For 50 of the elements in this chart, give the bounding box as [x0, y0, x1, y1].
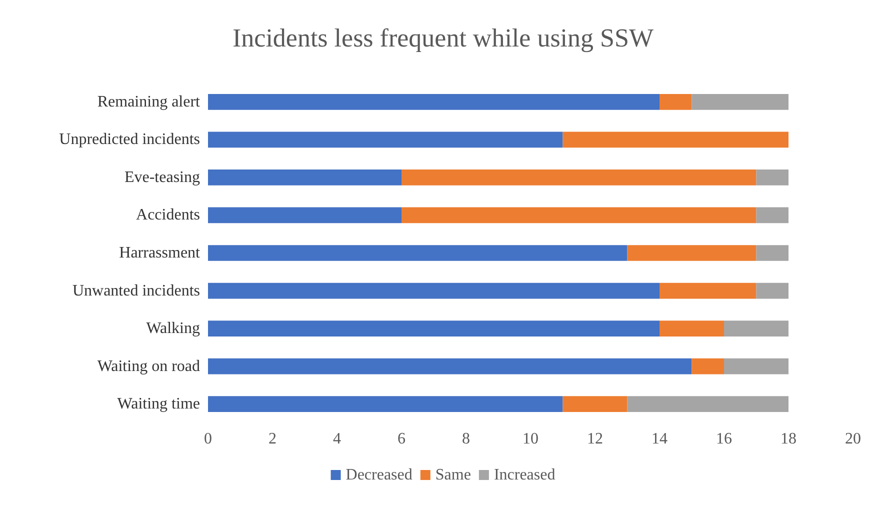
bar — [208, 245, 628, 261]
bar — [208, 170, 402, 186]
x-tick-label: 10 — [522, 430, 538, 448]
bar — [627, 245, 756, 261]
x-tick-label: 16 — [716, 430, 732, 448]
bar — [756, 282, 788, 299]
bar — [208, 282, 660, 299]
bar — [660, 320, 724, 336]
bar — [208, 94, 660, 110]
y-tick-label: Unwanted incidents — [72, 282, 200, 300]
x-tick-label: 20 — [845, 430, 861, 448]
y-tick-label: Accidents — [136, 206, 200, 224]
bar — [660, 94, 692, 110]
bar — [208, 207, 402, 224]
x-tick-label: 6 — [398, 430, 406, 448]
bar — [402, 207, 756, 224]
bar — [208, 320, 660, 336]
bar — [756, 245, 788, 261]
bar — [627, 396, 788, 412]
y-tick-label: Waiting time — [117, 396, 200, 413]
x-tick-label: 18 — [780, 430, 796, 448]
bar — [724, 320, 788, 336]
x-tick-label: 0 — [204, 430, 212, 448]
bar — [402, 170, 756, 186]
y-tick-label: Harrassment — [119, 244, 201, 262]
bar — [562, 132, 788, 148]
x-tick-label: 8 — [462, 430, 470, 448]
x-tick-label: 12 — [587, 430, 603, 448]
bar — [208, 396, 563, 412]
bar — [660, 282, 756, 299]
bar — [692, 358, 724, 374]
legend-label: Same — [435, 466, 471, 484]
bar — [208, 132, 563, 148]
y-tick-label: Walking — [146, 320, 200, 338]
bar — [692, 94, 788, 110]
bar — [756, 207, 788, 224]
x-tick-label: 4 — [333, 430, 341, 448]
bar — [208, 358, 692, 374]
y-tick-label: Remaining alert — [97, 93, 201, 110]
y-tick-label: Eve-teasing — [124, 168, 200, 186]
bar — [562, 396, 628, 412]
bar — [756, 170, 788, 186]
y-tick-label: Unpredicted incidents — [59, 131, 200, 148]
x-tick-label: 2 — [268, 430, 276, 448]
bar — [724, 358, 788, 374]
chart-title: Incidents less frequent while using SSW — [232, 24, 654, 52]
x-tick-label: 14 — [652, 430, 668, 448]
legend-label: Increased — [494, 466, 556, 484]
y-tick-label: Waiting on road — [97, 358, 200, 375]
legend-label: Decreased — [346, 466, 412, 484]
